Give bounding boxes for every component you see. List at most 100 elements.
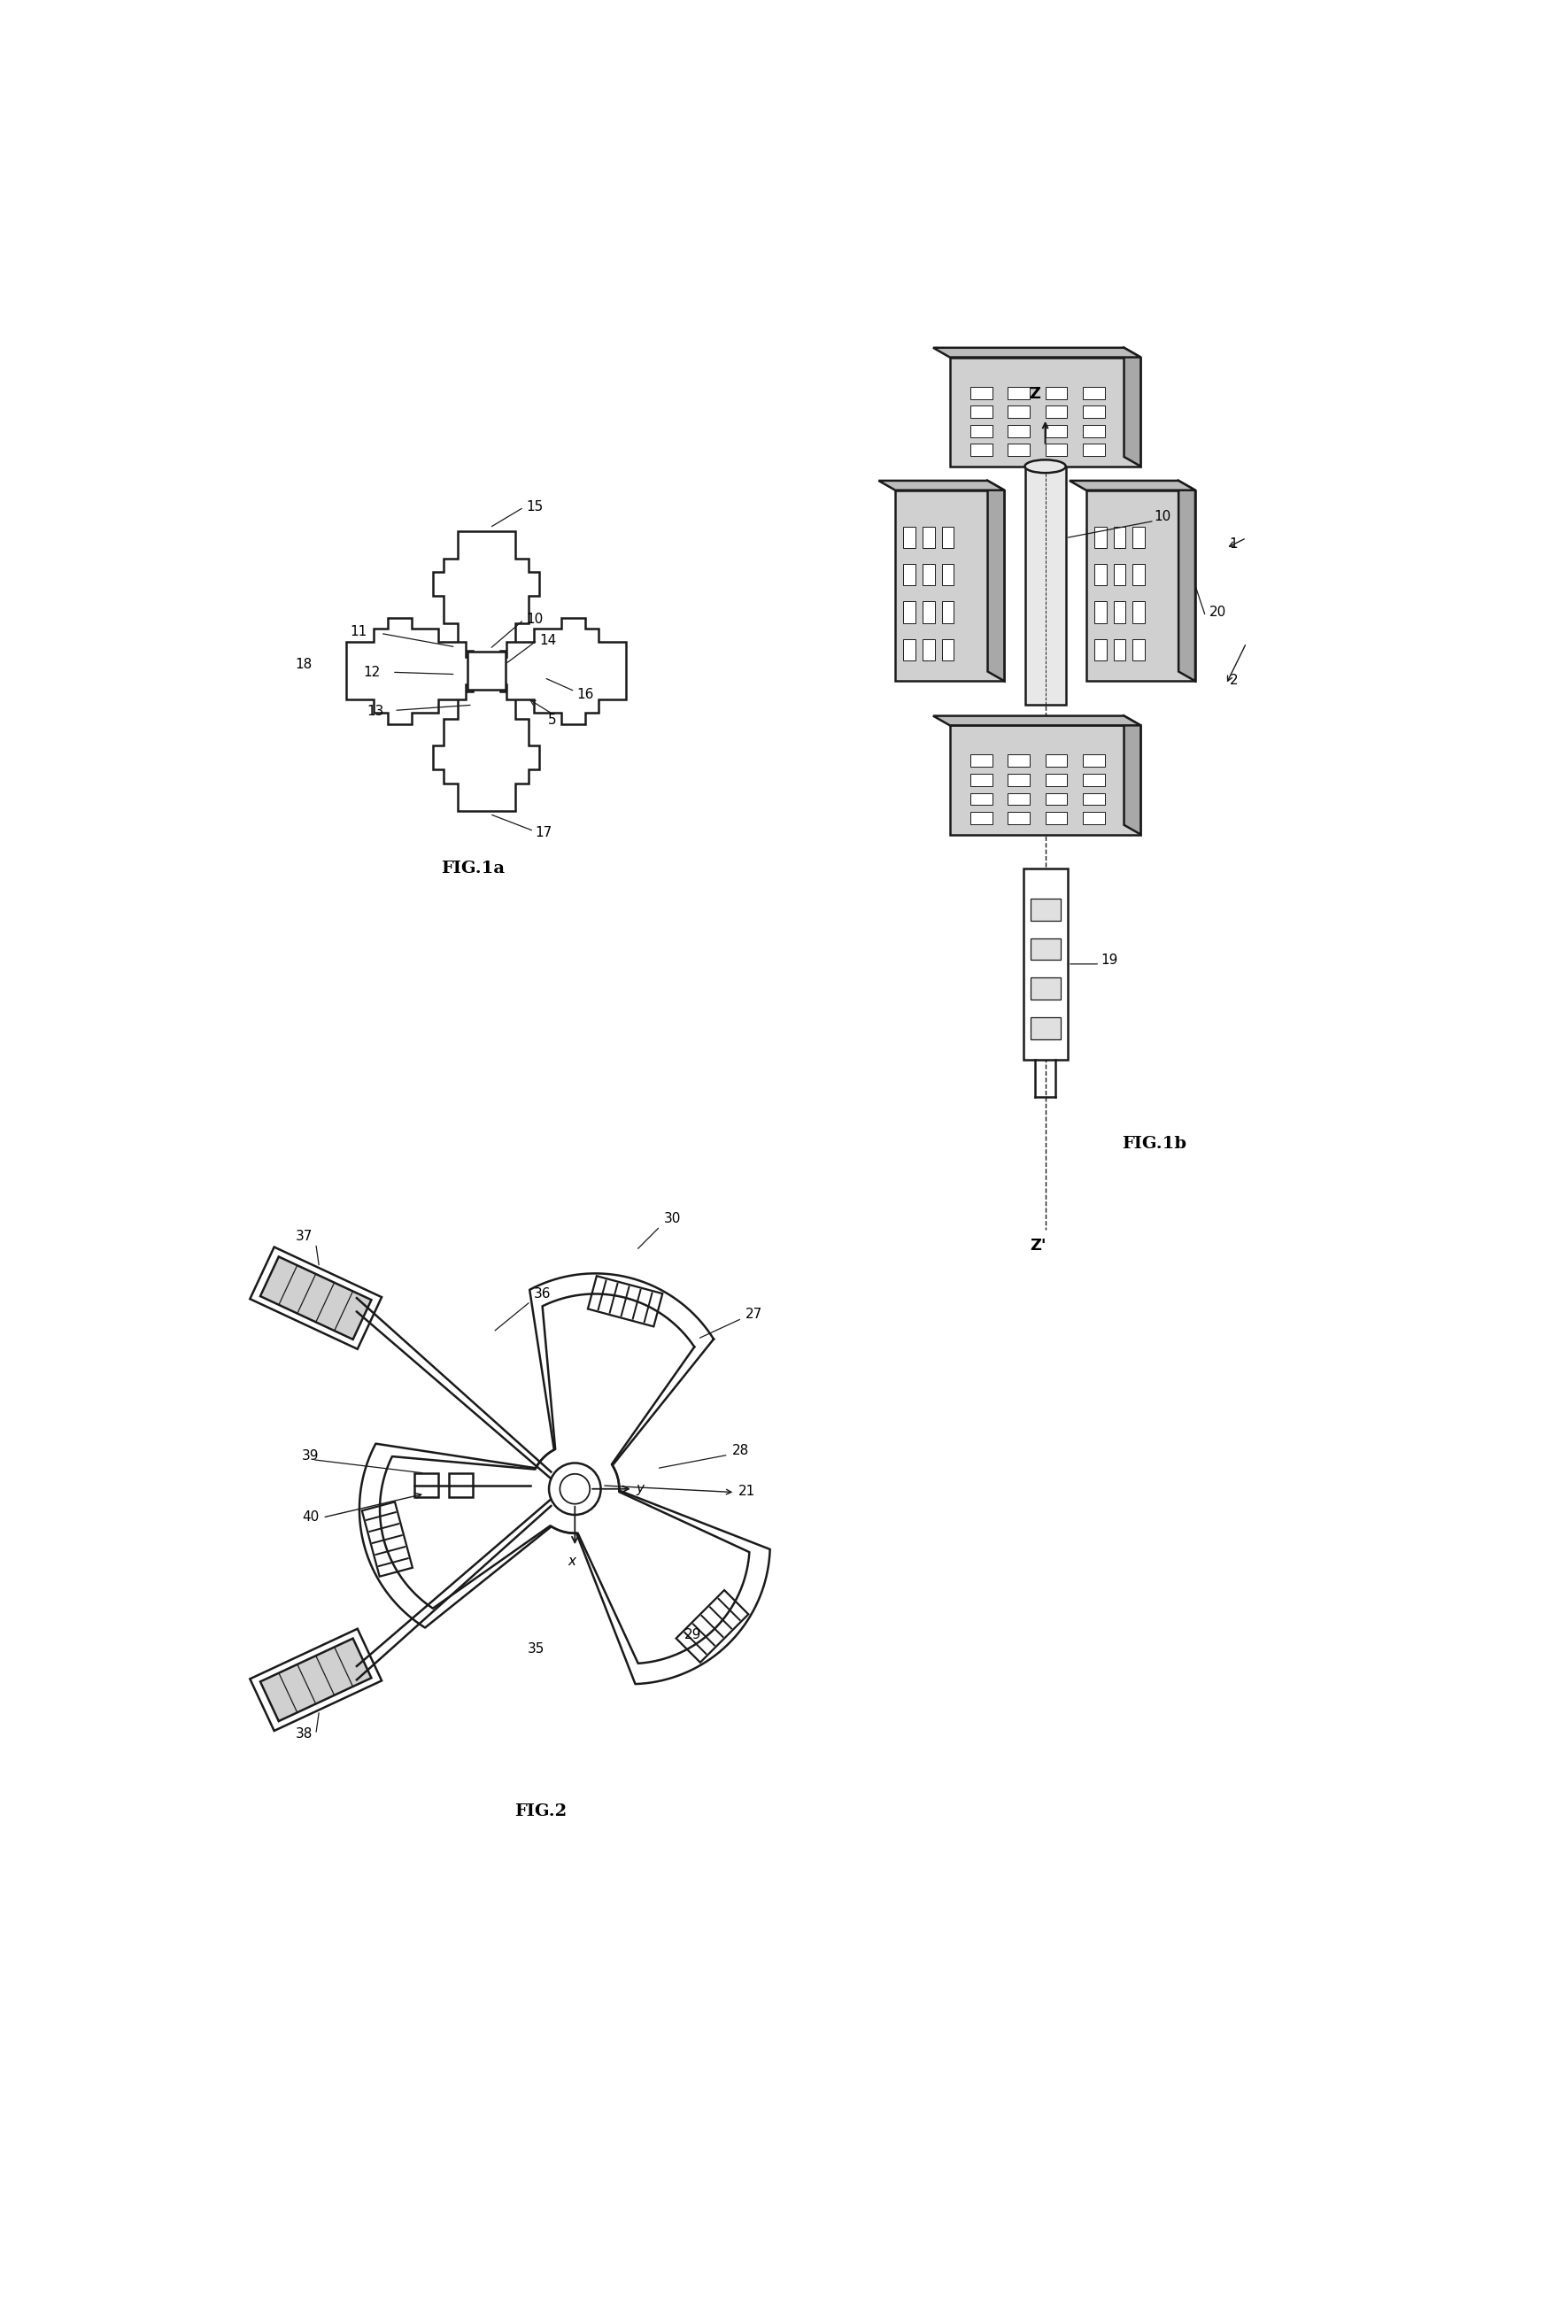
Bar [971, 386, 993, 400]
Bar [1008, 811, 1030, 825]
Bar [1094, 525, 1107, 548]
Polygon shape [260, 1638, 372, 1722]
Bar [448, 1473, 472, 1497]
Bar [922, 565, 935, 586]
Text: 35: 35 [527, 1641, 544, 1655]
Bar [903, 525, 916, 548]
Bar [971, 425, 993, 437]
Bar [1046, 811, 1068, 825]
Bar [942, 525, 953, 548]
Polygon shape [1124, 716, 1142, 834]
Polygon shape [895, 490, 1005, 681]
Bar [1113, 639, 1126, 660]
Bar [414, 1473, 439, 1497]
Bar [1083, 386, 1104, 400]
Bar [1046, 792, 1068, 804]
Text: 2: 2 [1229, 674, 1237, 688]
Polygon shape [933, 716, 1142, 725]
Text: 30: 30 [663, 1213, 681, 1225]
Bar [1046, 386, 1068, 400]
Bar [971, 811, 993, 825]
Bar [1083, 774, 1104, 786]
Text: 14: 14 [539, 634, 557, 646]
Text: 5: 5 [547, 713, 557, 727]
Text: 19: 19 [1101, 953, 1118, 967]
Bar [903, 565, 916, 586]
Bar [1008, 386, 1030, 400]
Bar [1025, 467, 1066, 704]
Text: 13: 13 [367, 704, 384, 718]
Text: 10: 10 [525, 614, 543, 627]
Text: 11: 11 [350, 625, 367, 639]
Circle shape [549, 1464, 601, 1515]
Bar [922, 602, 935, 623]
Text: Z': Z' [1030, 1239, 1047, 1255]
Bar [1132, 639, 1145, 660]
Text: 36: 36 [535, 1287, 552, 1301]
Bar [1083, 755, 1104, 767]
Polygon shape [433, 532, 539, 672]
Text: 10: 10 [1154, 511, 1171, 523]
Bar [971, 774, 993, 786]
Text: 17: 17 [535, 825, 552, 839]
Text: y: y [637, 1483, 644, 1497]
Bar [971, 792, 993, 804]
Circle shape [560, 1473, 590, 1504]
Text: x: x [568, 1555, 575, 1569]
Polygon shape [950, 358, 1142, 467]
Text: 39: 39 [303, 1448, 320, 1462]
Bar [1030, 939, 1060, 960]
Text: 1: 1 [1229, 537, 1237, 551]
Polygon shape [1179, 481, 1195, 681]
Polygon shape [933, 349, 1142, 358]
Polygon shape [1069, 481, 1195, 490]
Text: 16: 16 [575, 688, 593, 702]
Polygon shape [433, 672, 539, 811]
Bar [971, 444, 993, 456]
Bar [1024, 869, 1068, 1060]
Bar [922, 525, 935, 548]
Bar [1008, 407, 1030, 418]
Bar [1083, 425, 1104, 437]
Text: FIG.1b: FIG.1b [1123, 1136, 1187, 1153]
Bar [1083, 792, 1104, 804]
Bar [1046, 755, 1068, 767]
Bar [1113, 602, 1126, 623]
Text: FIG.1a: FIG.1a [441, 860, 505, 876]
Bar [903, 639, 916, 660]
Bar [1030, 978, 1060, 999]
Text: FIG.2: FIG.2 [514, 1803, 568, 1820]
Bar [942, 565, 953, 586]
Bar [1008, 444, 1030, 456]
Bar [1132, 525, 1145, 548]
Polygon shape [1087, 490, 1195, 681]
Bar [1132, 565, 1145, 586]
Polygon shape [878, 481, 1005, 490]
Text: 29: 29 [684, 1629, 701, 1641]
Bar [1094, 565, 1107, 586]
Bar [467, 651, 505, 690]
Text: 37: 37 [295, 1229, 312, 1243]
Bar [971, 755, 993, 767]
Bar [1030, 1018, 1060, 1039]
Polygon shape [988, 481, 1005, 681]
Bar [1046, 425, 1068, 437]
Text: 15: 15 [525, 500, 543, 514]
Text: Z: Z [1029, 386, 1041, 402]
Bar [1094, 639, 1107, 660]
Text: 38: 38 [295, 1727, 312, 1741]
Bar [1113, 525, 1126, 548]
Bar [1030, 899, 1060, 920]
Text: 40: 40 [303, 1511, 320, 1525]
Text: 18: 18 [295, 658, 312, 672]
Polygon shape [260, 1257, 372, 1339]
Bar [1008, 792, 1030, 804]
Bar [1132, 602, 1145, 623]
Bar [922, 639, 935, 660]
Text: 20: 20 [1209, 607, 1226, 618]
Polygon shape [486, 618, 626, 725]
Bar [942, 602, 953, 623]
Text: 27: 27 [745, 1308, 762, 1320]
Bar [1008, 755, 1030, 767]
Polygon shape [1124, 349, 1142, 467]
